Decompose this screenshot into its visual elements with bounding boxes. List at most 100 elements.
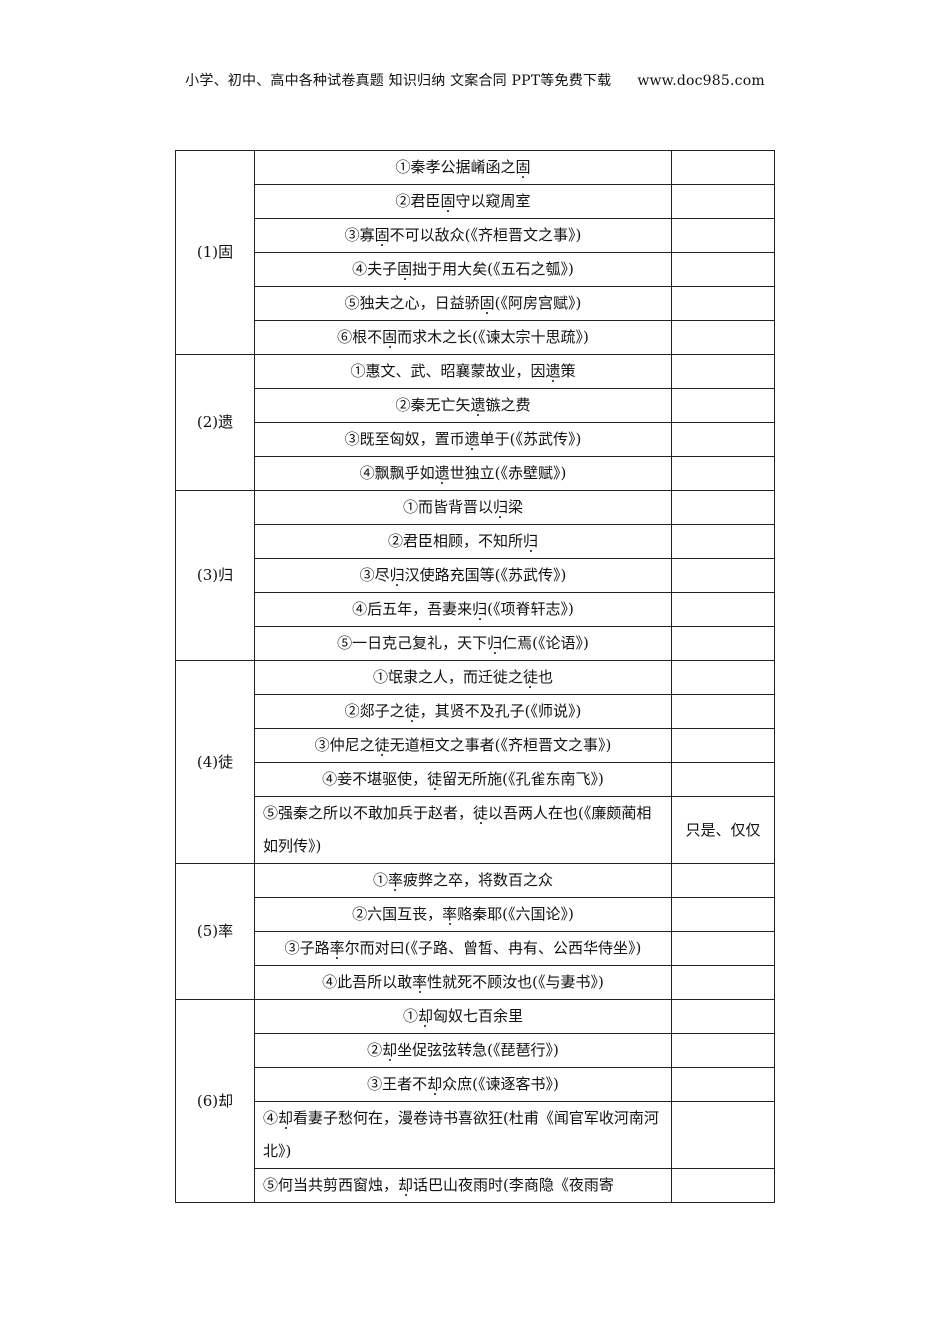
meaning-cell — [671, 558, 775, 593]
example-cell: ③子路率尔而对曰(《子路、曾皙、冉有、公西华侍坐》) — [254, 931, 672, 966]
meaning-cell — [671, 456, 775, 491]
emphasis-mark: 固 — [397, 260, 413, 278]
example-cell: ①秦孝公据崤函之固 — [254, 150, 672, 185]
table-row: ②郯子之徒，其贤不及孔子(《师说》) — [176, 694, 775, 729]
table-row: ②君臣相顾，不知所归 — [176, 524, 775, 559]
emphasis-mark: 遗 — [545, 362, 561, 380]
example-cell: ③寡固不可以敌众(《齐桓晋文之事》) — [254, 218, 672, 253]
meaning-cell — [671, 626, 775, 661]
meaning-cell — [671, 694, 775, 729]
emphasis-mark: 固 — [374, 226, 390, 244]
meaning-cell — [671, 422, 775, 457]
meaning-cell — [671, 218, 775, 253]
emphasis-mark: 率 — [412, 973, 428, 991]
example-cell: ⑤何当共剪西窗烛，却话巴山夜雨时(李商隐《夜雨寄 — [254, 1168, 672, 1203]
table-row: ③子路率尔而对曰(《子路、曾皙、冉有、公西华侍坐》) — [176, 931, 775, 966]
emphasis-mark: 遗 — [434, 464, 450, 482]
meaning-cell — [671, 660, 775, 695]
example-cell: ②君臣相顾，不知所归 — [254, 524, 672, 559]
table-row: (1)固 ①秦孝公据崤函之固 — [175, 150, 775, 355]
meaning-cell — [671, 999, 775, 1034]
table-row: ⑥根不固而求木之长(《谏太宗十思疏》) — [176, 320, 775, 355]
example-cell: ③王者不却众庶(《谏逐客书》) — [254, 1067, 672, 1102]
table-row: ③既至匈奴，置币遗单于(《苏武传》) — [176, 422, 775, 457]
table-row: ②却坐促弦弦转急(《琵琶行》) — [176, 1033, 775, 1068]
example-cell: ④夫子固拙于用大矣(《五石之瓠》) — [254, 252, 672, 287]
example-cell: ⑥根不固而求木之长(《谏太宗十思疏》) — [254, 320, 672, 355]
table-row: ③尽归汉使路充国等(《苏武传》) — [176, 558, 775, 593]
emphasis-mark: 徒 — [522, 668, 538, 686]
example-cell: ③尽归汉使路充国等(《苏武传》) — [254, 558, 672, 593]
example-cell: ⑤强秦之所以不敢加兵于赵者，徒以吾两人在也(《廉颇蔺相如列传》) — [254, 796, 672, 864]
example-cell: ④后五年，吾妻来归(《项脊轩志》) — [254, 592, 672, 627]
headword-cell: (5)率 — [175, 863, 255, 1000]
emphasis-mark: 固 — [382, 328, 398, 346]
table-row: ③寡固不可以敌众(《齐桓晋文之事》) — [176, 218, 775, 253]
meaning-cell — [671, 965, 775, 1000]
emphasis-mark: 徒 — [404, 702, 420, 720]
headword-cell: (3)归 — [175, 490, 255, 661]
table-row: (6)却 ①却匈奴七百余里 — [175, 999, 775, 1203]
example-cell: ③既至匈奴，置币遗单于(《苏武传》) — [254, 422, 672, 457]
meaning-cell — [671, 354, 775, 389]
table-row: ⑤一日克己复礼，天下归仁焉(《论语》) — [176, 626, 775, 661]
example-cell: ⑤独夫之心，日益骄固(《阿房宫赋》) — [254, 286, 672, 321]
example-cell: ②六国互丧，率赂秦耶(《六国论》) — [254, 897, 672, 932]
emphasis-mark: 归 — [389, 566, 405, 584]
table-row: ④此吾所以敢率性就死不顾汝也(《与妻书》) — [176, 965, 775, 1000]
table-row: (3)归 ①而皆背晋以归梁 — [175, 490, 775, 661]
headword-cell: (4)徒 — [175, 660, 255, 864]
table-row: ④夫子固拙于用大矣(《五石之瓠》) — [176, 252, 775, 287]
table-row: ⑤强秦之所以不敢加兵于赵者，徒以吾两人在也(《廉颇蔺相如列传》) 只是、仅仅 — [176, 796, 775, 864]
headword-cell: (1)固 — [175, 150, 255, 355]
meaning-cell — [671, 592, 775, 627]
example-cell: ④妾不堪驱使，徒留无所施(《孔雀东南飞》) — [254, 762, 672, 797]
meaning-cell — [671, 524, 775, 559]
emphasis-mark: 却 — [278, 1109, 294, 1127]
emphasis-mark: 固 — [515, 158, 531, 176]
example-cell: ①而皆背晋以归梁 — [254, 490, 672, 525]
emphasis-mark: 归 — [472, 600, 488, 618]
emphasis-mark: 归 — [492, 498, 508, 516]
meaning-cell — [671, 931, 775, 966]
example-cell: ①率疲弊之卒，将数百之众 — [254, 863, 672, 898]
table-row: ④后五年，吾妻来归(《项脊轩志》) — [176, 592, 775, 627]
meaning-cell — [671, 1067, 775, 1102]
table-row: ②君臣固守以窥周室 — [176, 184, 775, 219]
meaning-cell — [671, 150, 775, 185]
table-row: ⑤独夫之心，日益骄固(《阿房宫赋》) — [176, 286, 775, 321]
table-row: ③王者不却众庶(《谏逐客书》) — [176, 1067, 775, 1102]
meaning-cell — [671, 490, 775, 525]
example-cell: ④此吾所以敢率性就死不顾汝也(《与妻书》) — [254, 965, 672, 1000]
table-row: (4)徒 ①氓隶之人，而迁徙之徒也 — [175, 660, 775, 864]
headword-cell: (6)却 — [175, 999, 255, 1203]
emphasis-mark: 却 — [417, 1007, 433, 1025]
emphasis-mark: 固 — [440, 192, 456, 210]
example-cell: ①惠文、武、昭襄蒙故业，因遗策 — [254, 354, 672, 389]
emphasis-mark: 归 — [487, 634, 503, 652]
emphasis-mark: 遗 — [470, 396, 486, 414]
header-text: 小学、初中、高中各种试卷真题 知识归纳 文案合同 PPT等免费下载 — [185, 73, 612, 89]
meaning-cell — [671, 286, 775, 321]
example-cell: ④却看妻子愁何在，漫卷诗书喜欲狂(杜甫《闻官军收河南河北》) — [254, 1101, 672, 1169]
table-row: ④却看妻子愁何在，漫卷诗书喜欲狂(杜甫《闻官军收河南河北》) — [176, 1101, 775, 1169]
example-cell: ④飘飘乎如遗世独立(《赤壁赋》) — [254, 456, 672, 491]
emphasis-mark: 遗 — [464, 430, 480, 448]
table-row: ②六国互丧，率赂秦耶(《六国论》) — [176, 897, 775, 932]
emphasis-mark: 徒 — [473, 804, 489, 822]
example-cell: ③仲尼之徒无道桓文之事者(《齐桓晋文之事》) — [254, 728, 672, 763]
meaning-cell — [671, 388, 775, 423]
emphasis-mark: 徒 — [427, 770, 443, 788]
meaning-cell — [671, 184, 775, 219]
example-cell: ②秦无亡矢遗镞之费 — [254, 388, 672, 423]
table-row: (2)遗 ①惠文、武、昭襄蒙故业，因遗策 — [175, 354, 775, 491]
header-url[interactable]: www.doc985.com — [637, 73, 765, 89]
table-row: ③仲尼之徒无道桓文之事者(《齐桓晋文之事》) — [176, 728, 775, 763]
meaning-cell — [671, 762, 775, 797]
meaning-cell — [671, 320, 775, 355]
meaning-cell — [671, 1101, 775, 1169]
table-row: ④飘飘乎如遗世独立(《赤壁赋》) — [176, 456, 775, 491]
emphasis-mark: 率 — [442, 905, 458, 923]
meaning-cell — [671, 1033, 775, 1068]
table-row: ④妾不堪驱使，徒留无所施(《孔雀东南飞》) — [176, 762, 775, 797]
